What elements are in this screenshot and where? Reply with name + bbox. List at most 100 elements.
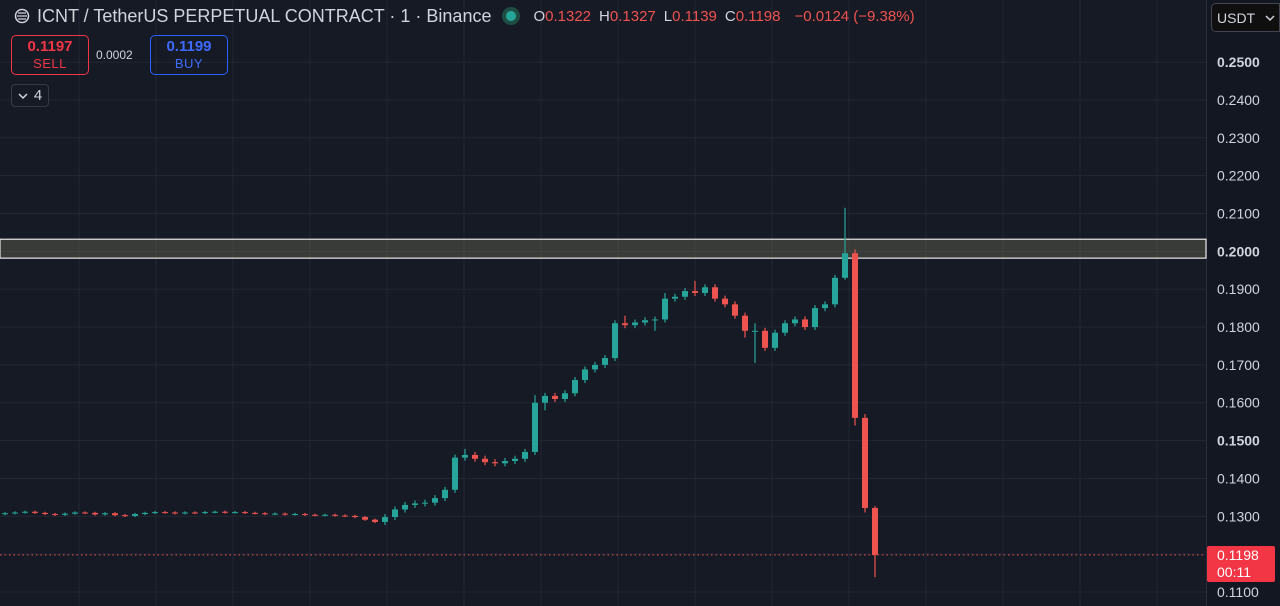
candle-body (12, 512, 18, 514)
candle-body (332, 514, 338, 516)
candle-body (242, 512, 248, 514)
sell-label: SELL (33, 56, 67, 71)
candle-body (222, 511, 228, 513)
candle-body (442, 489, 448, 499)
candle-body (772, 332, 778, 348)
y-tick-label: 0.1300 (1217, 508, 1260, 524)
title: ICNT / TetherUS PERPETUAL CONTRACT · 1 ·… (37, 5, 492, 26)
candle-body (572, 380, 578, 394)
y-tick-label: 0.2100 (1217, 205, 1260, 221)
candle-body (292, 514, 298, 516)
currency-select[interactable]: USDT (1211, 3, 1280, 32)
price-label: 0.1198 00:11 (1207, 545, 1275, 582)
candle-body (672, 296, 678, 299)
indicators-toggle[interactable]: 4 (11, 84, 49, 107)
candle-body (362, 517, 368, 520)
candle-body (312, 514, 318, 516)
spread: 0.0002 (96, 48, 133, 62)
candle-body (852, 253, 858, 418)
candle-body (522, 451, 528, 459)
candle-body (232, 512, 238, 514)
candle-body (272, 513, 278, 515)
y-tick-label: 0.1900 (1217, 281, 1260, 297)
y-tick-label: 0.1500 (1217, 433, 1260, 449)
candle-body (192, 512, 198, 514)
y-tick-label: 0.1800 (1217, 319, 1260, 335)
status-dot (502, 7, 521, 25)
buy-button[interactable]: 0.1199 BUY (150, 35, 228, 75)
candle-body (502, 461, 508, 464)
ohlc-value: 0.1322 (545, 7, 592, 25)
candle-body (492, 462, 498, 464)
candle-body (382, 517, 388, 522)
candle-body (602, 358, 608, 365)
candle-body (702, 287, 708, 293)
sell-button[interactable]: 0.1197 SELL (11, 35, 89, 75)
ohlc-key: H (599, 7, 610, 25)
candle-body (82, 512, 88, 514)
y-tick-label: 0.1400 (1217, 470, 1260, 486)
candle-body (482, 458, 488, 463)
y-tick-label: 0.2400 (1217, 92, 1260, 108)
candle-body (392, 509, 398, 518)
candle-body (782, 323, 788, 333)
candle-body (52, 514, 58, 516)
candle-body (132, 514, 138, 516)
candle-body (142, 512, 148, 515)
candle-body (622, 323, 628, 326)
candle-body (452, 457, 458, 490)
candle-body (322, 514, 328, 516)
candle-body (422, 502, 428, 504)
ohlc: O0.1322 H0.1327 L0.1139 C0.1198 (533, 8, 788, 25)
zone (0, 238, 1207, 259)
ohlc-key: C (724, 7, 736, 25)
candle-body (212, 511, 218, 513)
buy-price: 0.1199 (166, 38, 212, 55)
candle-body (682, 291, 688, 297)
price-axis (1206, 0, 1280, 606)
sell-price: 0.1197 (27, 38, 73, 55)
candle-body (62, 513, 68, 515)
candle-body (712, 287, 718, 299)
price-label-value: 0.1198 (1217, 546, 1259, 563)
candle-body (262, 513, 268, 515)
candle-body (742, 315, 748, 331)
candle-body (172, 512, 178, 514)
candle-body (862, 417, 868, 508)
candle-body (72, 512, 78, 514)
header: ICNT / TetherUS PERPETUAL CONTRACT · 1 ·… (14, 4, 915, 28)
candle-body (22, 511, 28, 513)
chevron (1265, 14, 1275, 21)
candle-body (612, 323, 618, 359)
candle-body (872, 507, 878, 555)
candle-body (252, 512, 258, 514)
candle-body (302, 514, 308, 516)
candle-body (42, 512, 48, 515)
candle-body (582, 369, 588, 381)
candle-body (732, 304, 738, 316)
candle-body (122, 515, 128, 517)
candle-body (592, 364, 598, 370)
candle-body (162, 512, 168, 514)
symbol-icon (14, 8, 30, 24)
y-tick-label: 0.1600 (1217, 395, 1260, 411)
ohlc-value: 0.1139 (672, 7, 717, 25)
candle-body (662, 298, 668, 320)
ohlc-key: O (533, 7, 546, 25)
currency: USDT (1217, 9, 1256, 26)
buy-label: BUY (174, 56, 204, 71)
candle-body (2, 513, 8, 515)
candle-body (512, 458, 518, 462)
candle-body (632, 322, 638, 326)
candle-body (722, 298, 728, 305)
candle-body (562, 393, 568, 399)
candle-body (842, 253, 848, 278)
candle-body (692, 291, 698, 293)
y-tick-label: 0.2200 (1217, 168, 1260, 184)
candle-body (762, 330, 768, 348)
candle-body (92, 512, 98, 515)
change: −0.0124 (−9.38%) (794, 7, 915, 25)
y-tick-label: 0.2300 (1217, 130, 1260, 146)
ohlc-value: 0.1327 (609, 7, 656, 25)
candle-body (402, 504, 408, 510)
